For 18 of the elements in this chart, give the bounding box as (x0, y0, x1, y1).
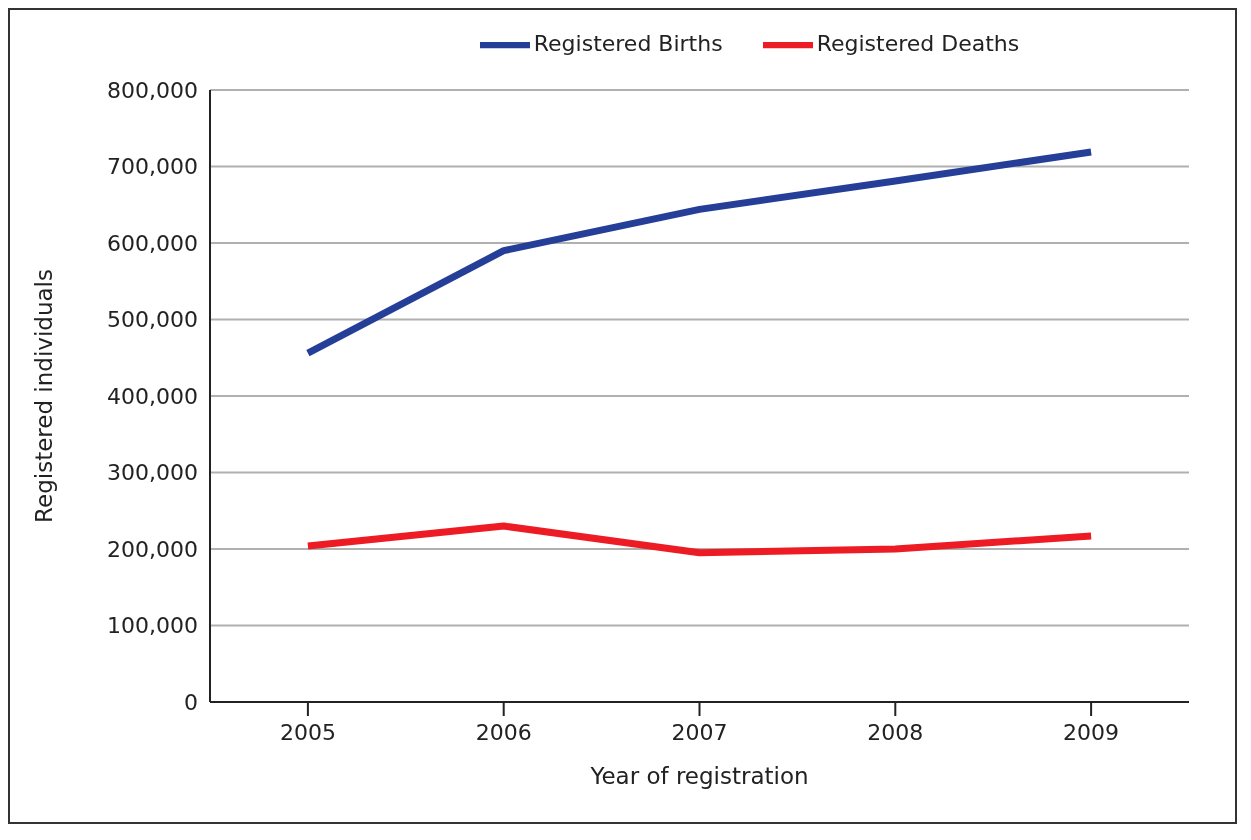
x-tick-label: 2006 (475, 719, 532, 745)
x-tick-label: 2005 (279, 719, 336, 745)
y-tick-label: 800,000 (107, 77, 198, 103)
legend-label: Registered Deaths (816, 31, 1020, 56)
y-tick-label: 100,000 (107, 613, 198, 639)
y-tick-label: 700,000 (107, 154, 198, 180)
y-tick-label: 400,000 (107, 383, 198, 409)
legend-label: Registered Births (533, 31, 723, 56)
y-tick-label: 600,000 (107, 230, 198, 256)
x-tick-label: 2008 (867, 719, 924, 745)
y-tick-label: 500,000 (107, 307, 198, 333)
y-axis-title: Registered individuals (31, 269, 58, 523)
y-tick-label: 300,000 (107, 460, 198, 486)
y-tick-label: 200,000 (107, 536, 198, 562)
x-axis-title: Year of registration (589, 763, 809, 789)
y-tick-label: 0 (184, 689, 198, 715)
x-tick-label: 2007 (671, 719, 728, 745)
x-tick-label: 2009 (1063, 719, 1120, 745)
